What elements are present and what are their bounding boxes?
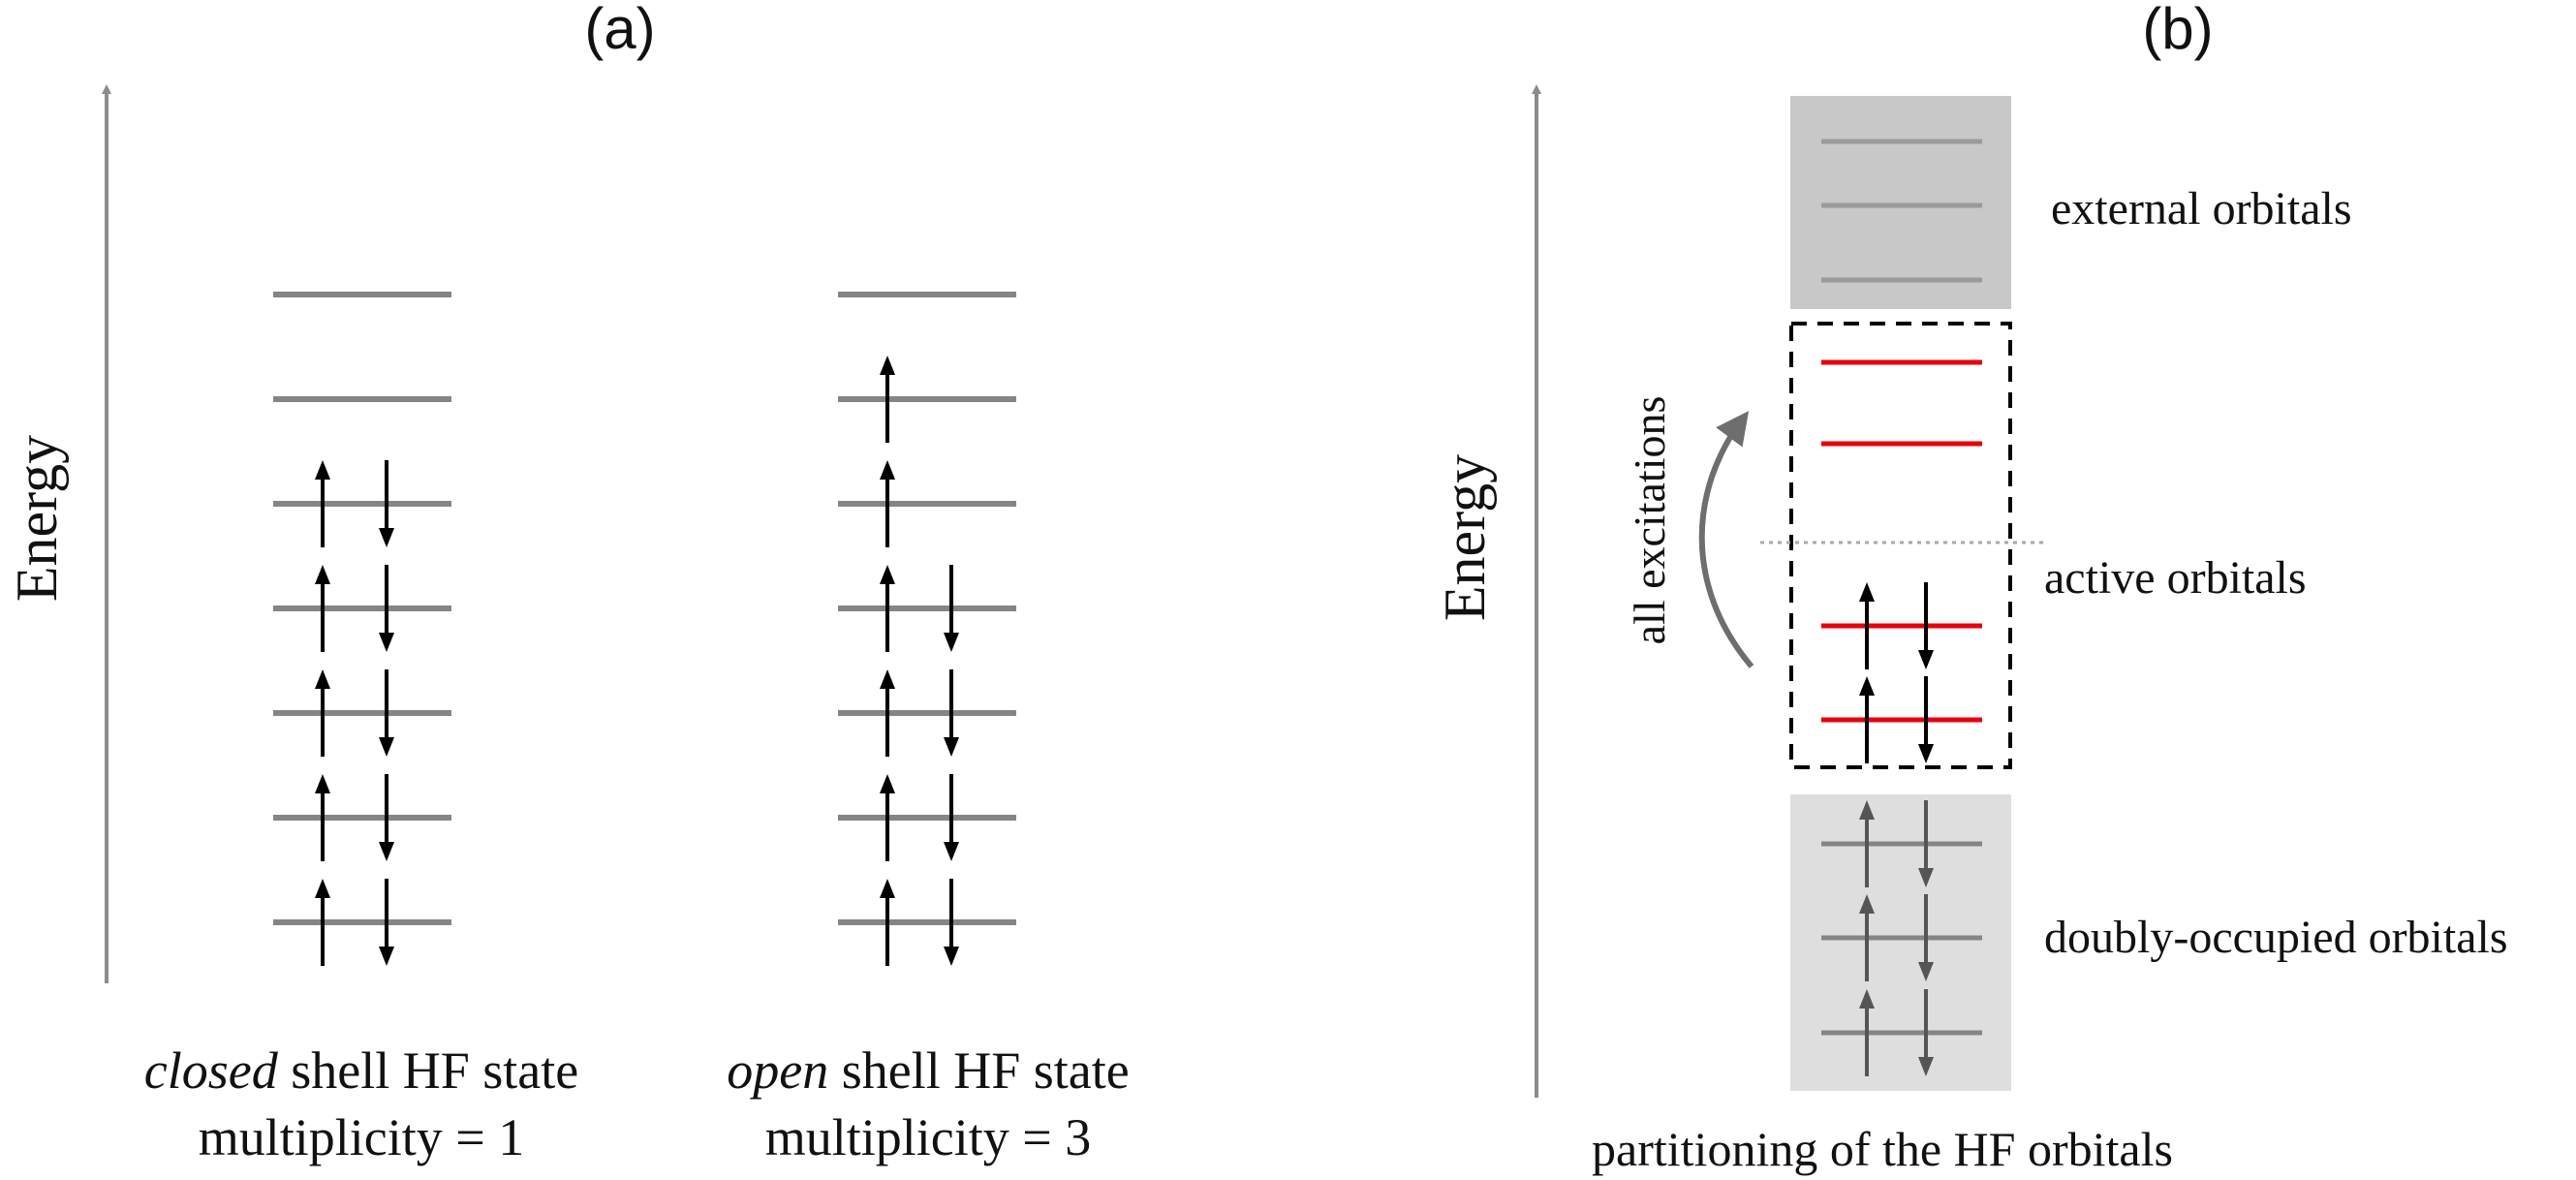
spin-up-arrow [315,565,330,652]
open-shell-caption-rest: shell HF state [828,1041,1129,1100]
open-shell-caption: open shell HF state [727,1041,1129,1100]
doubly-occupied-label: doubly-occupied orbitals [2044,912,2508,963]
spin-down-arrow [944,669,959,757]
closed-shell-multiplicity: multiplicity = 1 [199,1108,524,1166]
spin-up-arrow [880,669,895,757]
spin-up-arrow [315,774,330,861]
panel-b-label: (b) [2142,0,2213,61]
spin-up-arrow [880,356,895,443]
panel-b-caption: partitioning of the HF orbitals [1592,1122,2173,1176]
panel-a-label: (a) [584,0,655,61]
spin-up-arrow [880,460,895,547]
spin-up-arrow [1859,582,1875,669]
external-orbitals-label: external orbitals [2051,183,2352,234]
panel-b: (b) Energy all excitations external orbi… [1433,0,2508,1176]
spin-down-arrow [944,879,959,966]
open-shell-levels [838,292,1016,966]
doubly-occupied-levels [1821,800,1982,1076]
spin-down-arrow [379,879,394,966]
spin-up-arrow [880,774,895,861]
panel-a: (a) Energy closed shell HF state multipl… [5,0,1130,1166]
closed-shell-levels [273,292,451,966]
external-orbital-levels [1821,139,1982,283]
active-orbitals-label: active orbitals [2044,552,2307,604]
active-space-box [1789,322,2012,769]
spin-up-arrow [315,879,330,966]
energy-axis-label-b: Energy [1433,454,1497,621]
spin-down-arrow [379,669,394,757]
spin-down-arrow [1918,800,1934,887]
spin-down-arrow [1918,989,1934,1076]
spin-down-arrow [379,774,394,861]
spin-up-arrow [1859,989,1875,1076]
open-shell-caption-emph: open [727,1041,828,1100]
spin-down-arrow [944,774,959,861]
spin-down-arrow [379,565,394,652]
open-shell-multiplicity: multiplicity = 3 [765,1108,1091,1166]
spin-up-arrow [315,460,330,547]
excitation-arrow [1698,411,1754,668]
spin-down-arrow [1918,894,1934,981]
doubly-occupied-box [1790,794,2011,1091]
spin-up-arrow [1859,676,1875,763]
spin-up-arrow [880,879,895,966]
active-orbital-levels [1821,359,1982,763]
closed-shell-caption-emph: closed [144,1041,279,1100]
energy-axis-label-a: Energy [5,435,69,602]
spin-up-arrow [1859,800,1875,887]
spin-down-arrow [379,460,394,547]
closed-shell-caption-rest: shell HF state [278,1041,578,1100]
spin-up-arrow [880,565,895,652]
spin-down-arrow [1918,582,1934,669]
external-orbitals-box [1790,96,2011,309]
excitation-label: all excitations [1625,396,1674,645]
spin-down-arrow [1918,676,1934,763]
spin-down-arrow [944,565,959,652]
spin-up-arrow [1859,894,1875,981]
spin-up-arrow [315,669,330,757]
closed-shell-caption: closed shell HF state [144,1041,578,1100]
